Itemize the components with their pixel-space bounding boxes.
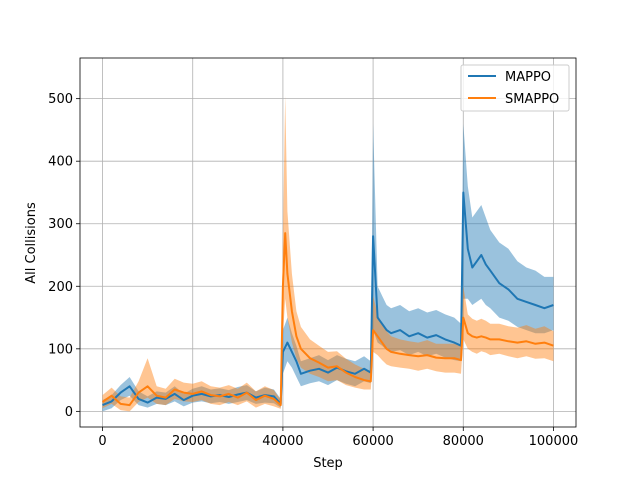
smappo-band <box>102 95 554 412</box>
y-axis-label: All Collisions <box>24 202 39 284</box>
x-tick-label: 0 <box>98 434 106 449</box>
y-tick-label: 300 <box>48 217 73 232</box>
legend-label-smappo: SMAPPO <box>505 92 559 107</box>
mappo-line <box>102 191 554 407</box>
legend: MAPPO SMAPPO <box>460 64 570 112</box>
y-tick-label: 0 <box>65 405 73 420</box>
x-tick-label: 20000 <box>172 434 213 449</box>
x-tick-label: 80000 <box>443 434 484 449</box>
grid <box>80 58 576 427</box>
y-tick-label: 500 <box>48 92 73 107</box>
y-tick-label: 100 <box>48 342 73 357</box>
plot-area-background <box>80 58 576 427</box>
x-tick-label: 60000 <box>352 434 393 449</box>
plot-frame <box>79 57 577 428</box>
ticks: 0 20000 40000 60000 80000 100000 0 100 200 300 400… <box>48 92 578 449</box>
smappo-line <box>101 232 554 407</box>
y-tick-label: 200 <box>48 280 73 295</box>
legend-label-mappo: MAPPO <box>505 70 551 85</box>
series-layer <box>101 95 554 412</box>
x-tick-label: 100000 <box>529 434 579 449</box>
x-axis-label: Step <box>313 456 343 471</box>
x-tick-label: 40000 <box>262 434 303 449</box>
mappo-band <box>102 123 554 412</box>
y-tick-label: 400 <box>48 155 73 170</box>
